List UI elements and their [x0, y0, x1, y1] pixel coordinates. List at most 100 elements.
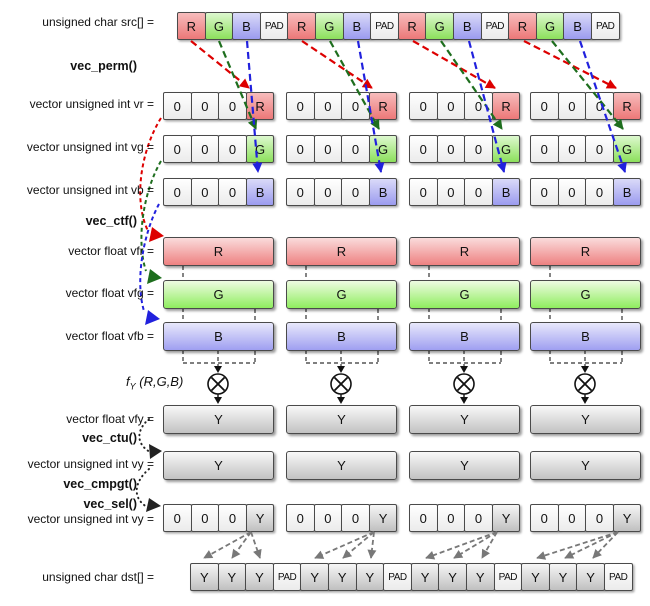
fy-f: f [126, 374, 130, 389]
vec-ctu-label: vec_ctu() [82, 431, 137, 445]
vr-cell: 0 [530, 92, 559, 120]
vfg-label: vector float vfg = [65, 286, 154, 300]
dst-cell: Y [465, 563, 495, 591]
src-cell: R [508, 12, 537, 40]
dst-row: Y Y Y PAD Y Y Y PAD Y Y Y PAD Y Y Y PAD [190, 563, 633, 591]
dst-label: unsigned char dst[] = [42, 570, 154, 584]
vb-label: vector unsigned int vb = [26, 183, 154, 197]
dst-cell: Y [438, 563, 467, 591]
src-cell: G [425, 12, 454, 40]
vr-cell: 0 [341, 92, 370, 120]
vfy-label: vector float vfy = [66, 412, 154, 426]
dst-cell: PAD [383, 563, 412, 591]
vg-cell: 0 [341, 135, 370, 163]
vg-cell: G [368, 135, 398, 163]
vg-cell: G [245, 135, 275, 163]
vysel-cell: 0 [163, 504, 192, 532]
vb-cell: 0 [218, 178, 247, 206]
vr-cell: R [491, 92, 521, 120]
vysel-cell: 0 [313, 504, 343, 532]
vysel-cell: 0 [585, 504, 614, 532]
vec-perm-label: vec_perm() [70, 59, 137, 73]
vec-ctf-label: vec_ctf() [85, 214, 137, 228]
vysel-cell: Y [245, 504, 275, 532]
vysel-cell: Y [612, 504, 642, 532]
vfb-bar: B [163, 322, 274, 351]
vr-cell: 0 [557, 92, 587, 120]
vfb-label: vector float vfb = [65, 329, 154, 343]
src-row: R G B PAD R G B PAD R G B PAD R G B PAD [177, 12, 620, 40]
vec-sel-label: vec_sel() [83, 497, 137, 511]
dst-cell: Y [548, 563, 578, 591]
vr-cell: 0 [464, 92, 493, 120]
src-cell: PAD [480, 12, 510, 40]
vr-cell: 0 [218, 92, 247, 120]
dst-cell: Y [327, 563, 357, 591]
vb-cell: 0 [436, 178, 466, 206]
vg-label: vector unsigned int vg = [26, 140, 154, 154]
vfr-label: vector float vfr = [68, 244, 154, 258]
src-cell: G [314, 12, 344, 40]
dst-cell: Y [410, 563, 440, 591]
vy-bar: Y [409, 451, 520, 480]
vg-cell: 0 [163, 135, 192, 163]
vb-cell: 0 [557, 178, 587, 206]
vg-cell: 0 [557, 135, 587, 163]
src-cell: B [452, 12, 482, 40]
vysel-cell: 0 [436, 504, 466, 532]
src-label: unsigned char src[] = [42, 15, 154, 29]
vysel-cell: 0 [341, 504, 370, 532]
vg-cell: 0 [464, 135, 493, 163]
vysel-cell: 0 [409, 504, 438, 532]
vr-cell: R [245, 92, 275, 120]
vb-cell: 0 [313, 178, 343, 206]
vysel-cell: 0 [286, 504, 315, 532]
dst-cell: Y [300, 563, 329, 591]
vysel-cell: Y [368, 504, 398, 532]
dst-cell: Y [245, 563, 274, 591]
src-cell: G [535, 12, 565, 40]
dst-cell: Y [576, 563, 605, 591]
vb-cell: B [491, 178, 521, 206]
dst-cell: Y [190, 563, 219, 591]
vg-cell: 0 [409, 135, 438, 163]
src-cell: R [397, 12, 427, 40]
vb-cell: B [245, 178, 275, 206]
src-cell: PAD [259, 12, 289, 40]
dst-cell: PAD [272, 563, 302, 591]
vysel-cell: 0 [557, 504, 587, 532]
vb-cell: 0 [286, 178, 315, 206]
vy-label: vector unsigned int vy = [27, 457, 154, 471]
vr-cell: 0 [163, 92, 192, 120]
vg-cell: 0 [286, 135, 315, 163]
vb-cell: 0 [464, 178, 493, 206]
src-cell: PAD [590, 12, 620, 40]
vfr-bar: R [163, 237, 274, 266]
src-cell: G [204, 12, 234, 40]
vg-cell: 0 [530, 135, 559, 163]
dst-cell: Y [521, 563, 550, 591]
vysel-cell: 0 [218, 504, 247, 532]
vfb-bar: B [409, 322, 520, 351]
vfg-bar: G [409, 280, 520, 309]
vr-cell: 0 [585, 92, 614, 120]
vb-cell: 0 [341, 178, 370, 206]
vr-label: vector unsigned int vr = [29, 97, 154, 111]
vb-cell: 0 [190, 178, 220, 206]
vr-cell: R [612, 92, 642, 120]
vg-cell: G [612, 135, 642, 163]
src-cell: B [342, 12, 372, 40]
